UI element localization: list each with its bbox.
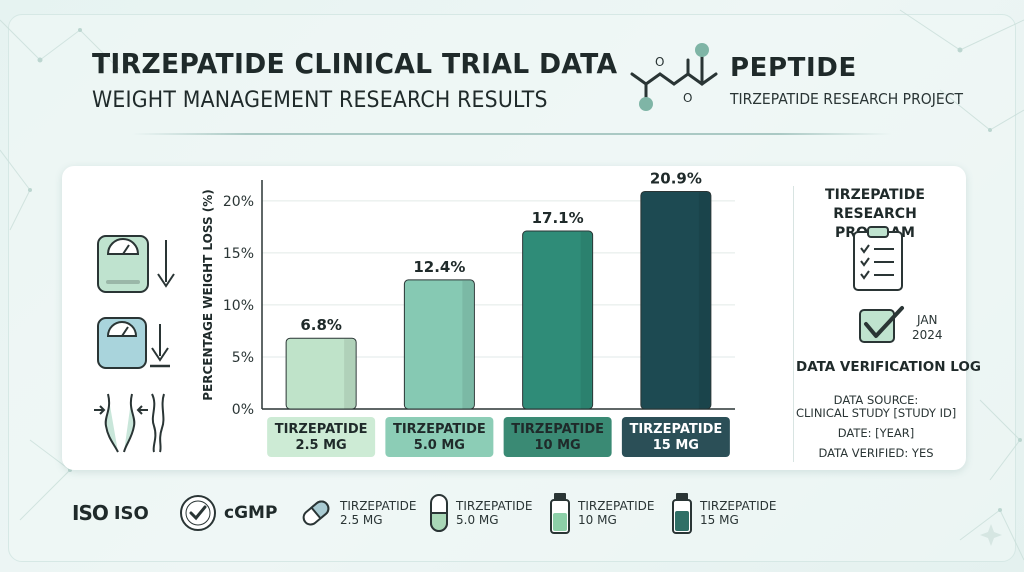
y-tick-label: 20% — [223, 194, 254, 210]
sidebar-title-line1: TIRZEPATIDE — [825, 187, 925, 203]
product-dose: 5.0 MG — [456, 513, 499, 527]
category-label: 5.0 MG — [414, 438, 465, 453]
data-verified-line: DATA VERIFIED: YES — [818, 446, 934, 460]
y-tick-label: 10% — [223, 298, 254, 314]
data-source-label: DATA SOURCE: — [833, 393, 919, 407]
bar-shade — [698, 192, 710, 409]
cgmp-seal-icon — [180, 495, 216, 531]
capsule-icon — [430, 494, 448, 532]
category-label: TIRZEPATIDE — [393, 422, 486, 437]
category-label-box — [503, 417, 612, 457]
molecule-icon: O O — [630, 43, 718, 111]
product-10mg: TIRZEPATIDE 10 MG — [548, 490, 654, 536]
product-dose: 15 MG — [700, 513, 739, 527]
scale-down-icon — [97, 235, 175, 293]
sidebar-separator — [793, 186, 794, 462]
brand-subtitle: TIRZEPATIDE RESEARCH PROJECT — [730, 90, 963, 108]
product-15mg: TIRZEPATIDE 15 MG — [670, 490, 776, 536]
category-label-box — [267, 417, 376, 457]
iso-certification: ISO ISO — [72, 490, 149, 536]
category-label: TIRZEPATIDE — [629, 422, 722, 437]
y-axis-label: PERCENTAGE WEIGHT LOSS (%) — [201, 189, 215, 401]
category-label: TIRZEPATIDE — [275, 422, 368, 437]
svg-text:O: O — [655, 55, 664, 69]
bar-value-label: 17.1% — [532, 209, 584, 227]
sidebar-date-month: JAN — [917, 313, 938, 327]
vial-icon — [672, 493, 692, 534]
bar — [403, 279, 475, 410]
cgmp-certification: cGMP — [178, 490, 277, 536]
sidebar-date-year: 2024 — [912, 328, 943, 342]
category-label-box — [621, 417, 730, 457]
clipboard-icon — [853, 226, 903, 291]
category-label: 10 MG — [535, 438, 581, 453]
product-5-0mg: TIRZEPATIDE 5.0 MG — [428, 490, 532, 536]
product-dose: 2.5 MG — [340, 513, 383, 527]
product-label: TIRZEPATIDE 2.5 MG — [340, 499, 416, 527]
page-title: TIRZEPATIDE CLINICAL TRIAL DATA — [92, 47, 618, 80]
category-label: 2.5 MG — [296, 438, 347, 453]
bar-value-label: 6.8% — [300, 316, 342, 334]
iso-logo: ISO — [72, 501, 109, 525]
y-tick-label: 5% — [232, 350, 254, 366]
y-tick-label: 0% — [232, 402, 254, 418]
page-subtitle: WEIGHT MANAGEMENT RESEARCH RESULTS — [92, 88, 548, 113]
capsule-icon — [302, 500, 330, 526]
verification-log-title: DATA VERIFICATION LOG — [796, 359, 981, 375]
vial-icon — [550, 493, 570, 534]
bar-value-label: 20.9% — [650, 170, 702, 187]
bar-shade — [580, 232, 592, 409]
bar — [522, 230, 594, 410]
data-source-value: CLINICAL STUDY [STUDY ID] — [796, 406, 957, 420]
product-name: TIRZEPATIDE — [700, 499, 777, 513]
product-dose: 10 MG — [578, 513, 617, 527]
cgmp-label: cGMP — [224, 503, 278, 523]
product-label: TIRZEPATIDE 15 MG — [700, 499, 776, 527]
waist-measure-icon — [94, 393, 165, 453]
category-label-box — [385, 417, 494, 457]
bar-shade — [344, 339, 356, 409]
scale-down-icon-small — [97, 317, 170, 369]
category-label: TIRZEPATIDE — [511, 422, 604, 437]
product-label: TIRZEPATIDE 5.0 MG — [456, 499, 532, 527]
bar-shade — [462, 280, 474, 409]
sidebar-date: JAN 2024 — [912, 313, 943, 343]
svg-text:O: O — [683, 91, 692, 105]
data-date-line: DATE: [YEAR] — [837, 426, 915, 440]
iso-label: ISO — [113, 502, 149, 524]
y-tick-label: 15% — [223, 246, 254, 262]
brand-name: PEPTIDE — [730, 53, 857, 83]
product-name: TIRZEPATIDE — [456, 499, 533, 513]
product-name: TIRZEPATIDE — [340, 499, 417, 513]
category-label: 15 MG — [653, 438, 699, 453]
checkmark-icon — [859, 306, 904, 343]
bar — [285, 337, 357, 410]
product-2-5mg: TIRZEPATIDE 2.5 MG — [298, 490, 416, 536]
product-label: TIRZEPATIDE 10 MG — [578, 499, 654, 527]
bar — [640, 190, 712, 410]
bar-value-label: 12.4% — [413, 258, 465, 276]
product-name: TIRZEPATIDE — [578, 499, 655, 513]
header-divider — [132, 133, 892, 135]
